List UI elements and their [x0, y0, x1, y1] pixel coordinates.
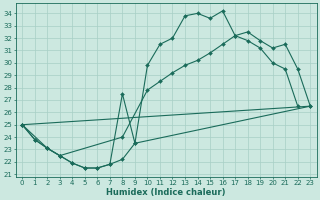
X-axis label: Humidex (Indice chaleur): Humidex (Indice chaleur) — [107, 188, 226, 197]
